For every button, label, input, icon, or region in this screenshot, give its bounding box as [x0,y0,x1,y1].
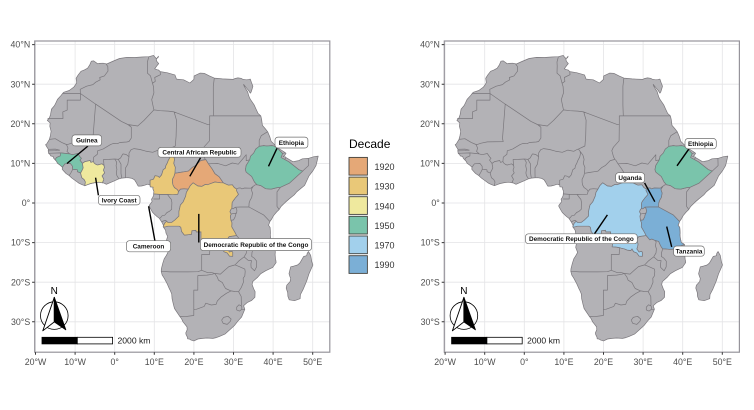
svg-text:0°: 0° [431,198,439,208]
svg-text:0°: 0° [110,357,118,367]
svg-text:10°W: 10°W [64,357,86,367]
svg-text:20°N: 20°N [11,119,31,129]
svg-text:10°S: 10°S [11,238,30,248]
svg-text:N: N [51,286,58,297]
svg-text:Ethiopia: Ethiopia [688,141,714,148]
svg-text:30°N: 30°N [11,79,31,89]
svg-text:Democratic Republic of the Con: Democratic Republic of the Congo [204,242,309,249]
svg-text:20°N: 20°N [420,119,440,129]
svg-text:1970: 1970 [375,241,395,251]
svg-text:N: N [460,286,467,297]
svg-text:1920: 1920 [375,162,395,172]
svg-text:Guinea: Guinea [76,138,98,145]
svg-text:40°E: 40°E [673,357,692,367]
svg-text:Cameroon: Cameroon [133,244,165,251]
svg-text:1990: 1990 [375,260,395,270]
svg-text:20°E: 20°E [184,357,203,367]
svg-text:20°S: 20°S [11,277,30,287]
svg-text:40°N: 40°N [420,40,440,50]
svg-text:0°: 0° [520,357,528,367]
svg-text:20°W: 20°W [25,357,47,367]
svg-text:40°N: 40°N [11,40,31,50]
svg-text:20°E: 20°E [594,357,613,367]
svg-text:30°N: 30°N [420,79,440,89]
svg-text:Tanzania: Tanzania [676,248,703,255]
svg-text:Central African Republic: Central African Republic [162,150,237,157]
svg-text:10°E: 10°E [554,357,573,367]
svg-text:Uganda: Uganda [618,175,642,182]
svg-text:10°W: 10°W [474,357,496,367]
svg-text:20°S: 20°S [421,277,440,287]
svg-text:50°E: 50°E [303,357,322,367]
svg-text:30°S: 30°S [421,317,440,327]
svg-text:2000 km: 2000 km [118,336,151,346]
svg-text:0°: 0° [22,198,30,208]
svg-text:30°E: 30°E [224,357,243,367]
svg-text:1940: 1940 [375,201,395,211]
svg-text:1950: 1950 [375,221,395,231]
svg-text:10°E: 10°E [145,357,164,367]
svg-text:30°S: 30°S [11,317,30,327]
svg-text:Ivory Coast: Ivory Coast [102,197,138,204]
svg-text:50°E: 50°E [713,357,732,367]
svg-text:40°E: 40°E [264,357,283,367]
svg-text:2000 km: 2000 km [527,336,560,346]
svg-text:30°E: 30°E [634,357,653,367]
svg-text:Decade: Decade [349,137,391,151]
svg-text:1930: 1930 [375,182,395,192]
svg-text:Ethiopia: Ethiopia [279,140,305,147]
svg-text:10°N: 10°N [11,159,31,169]
svg-text:10°S: 10°S [421,238,440,248]
svg-text:Democratic Republic of the Con: Democratic Republic of the Congo [529,236,634,243]
svg-text:10°N: 10°N [420,159,440,169]
svg-text:20°W: 20°W [434,357,456,367]
